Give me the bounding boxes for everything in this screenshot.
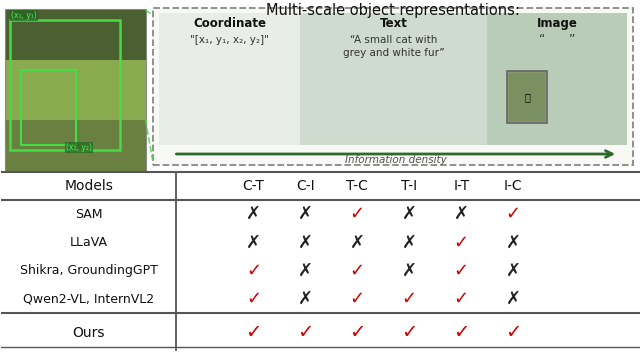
Text: C-T: C-T: [243, 179, 264, 193]
Text: ✗: ✗: [402, 233, 417, 251]
Text: “A small cat with
grey and white fur”: “A small cat with grey and white fur”: [343, 35, 445, 58]
Text: ✓: ✓: [506, 205, 521, 223]
Text: ✓: ✓: [401, 323, 417, 343]
Text: ✗: ✗: [350, 233, 365, 251]
FancyBboxPatch shape: [152, 8, 633, 165]
Text: ✗: ✗: [402, 205, 417, 223]
Text: Ours: Ours: [72, 326, 105, 340]
Text: “: “: [539, 33, 545, 46]
FancyBboxPatch shape: [6, 10, 145, 60]
Text: ✓: ✓: [505, 323, 522, 343]
FancyBboxPatch shape: [6, 10, 145, 180]
Text: ✗: ✗: [298, 262, 313, 280]
Text: ✓: ✓: [350, 205, 365, 223]
Text: ✗: ✗: [246, 205, 261, 223]
FancyBboxPatch shape: [1, 172, 640, 350]
Text: ✓: ✓: [245, 323, 262, 343]
Text: ✗: ✗: [246, 233, 261, 251]
FancyBboxPatch shape: [509, 73, 545, 121]
Text: Models: Models: [64, 179, 113, 193]
Text: ✗: ✗: [298, 233, 313, 251]
FancyBboxPatch shape: [159, 13, 300, 145]
Text: ✓: ✓: [454, 262, 468, 280]
Text: 🐈: 🐈: [524, 92, 530, 102]
Text: ✗: ✗: [454, 205, 468, 223]
Text: Shikra, GroundingGPT: Shikra, GroundingGPT: [20, 264, 157, 277]
Text: C-I: C-I: [296, 179, 315, 193]
Text: ✓: ✓: [402, 290, 417, 308]
Text: ✓: ✓: [349, 323, 365, 343]
Text: ✓: ✓: [297, 323, 314, 343]
FancyBboxPatch shape: [487, 13, 627, 145]
Text: ✗: ✗: [298, 290, 313, 308]
Text: (x₁, y₁): (x₁, y₁): [11, 11, 36, 20]
Text: ✓: ✓: [454, 290, 468, 308]
Text: I-C: I-C: [504, 179, 522, 193]
Text: ”: ”: [569, 33, 575, 46]
Text: (x₂, y₂): (x₂, y₂): [66, 143, 92, 152]
Text: Qwen2-VL, InternVL2: Qwen2-VL, InternVL2: [23, 293, 154, 305]
Text: Coordinate: Coordinate: [193, 17, 266, 30]
Text: SAM: SAM: [75, 208, 102, 220]
Text: Information density: Information density: [345, 155, 447, 165]
Text: Image: Image: [537, 17, 577, 30]
Text: Text: Text: [380, 17, 408, 30]
Text: ✓: ✓: [246, 290, 261, 308]
Text: ✗: ✗: [506, 290, 521, 308]
FancyBboxPatch shape: [6, 10, 145, 120]
FancyBboxPatch shape: [507, 71, 547, 123]
Text: ✗: ✗: [402, 262, 417, 280]
FancyBboxPatch shape: [6, 80, 145, 180]
Text: LLaVA: LLaVA: [70, 236, 108, 249]
Text: ✓: ✓: [350, 290, 365, 308]
Text: "[x₁, y₁, x₂, y₂]": "[x₁, y₁, x₂, y₂]": [190, 35, 269, 45]
Text: T-C: T-C: [346, 179, 368, 193]
Text: ✓: ✓: [350, 262, 365, 280]
Text: ✗: ✗: [298, 205, 313, 223]
Text: T-I: T-I: [401, 179, 417, 193]
FancyBboxPatch shape: [300, 13, 487, 145]
Text: I-T: I-T: [453, 179, 469, 193]
Text: ✓: ✓: [453, 323, 469, 343]
Text: ✓: ✓: [454, 233, 468, 251]
Text: Multi-scale object representations:: Multi-scale object representations:: [266, 3, 520, 18]
Bar: [20, 70, 76, 145]
Bar: [10, 20, 120, 150]
Text: ✓: ✓: [246, 262, 261, 280]
Text: ✗: ✗: [506, 233, 521, 251]
Text: ✗: ✗: [506, 262, 521, 280]
